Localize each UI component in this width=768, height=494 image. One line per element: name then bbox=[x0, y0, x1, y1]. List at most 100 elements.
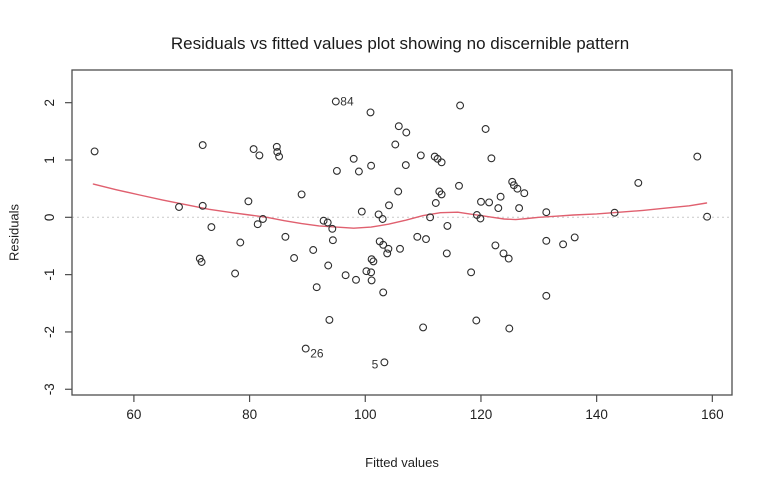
data-point bbox=[494, 204, 503, 213]
y-tick-label: 2 bbox=[42, 99, 57, 107]
data-point bbox=[391, 140, 400, 149]
data-point bbox=[542, 236, 551, 245]
data-point bbox=[253, 220, 262, 229]
y-tick-label: -3 bbox=[42, 383, 57, 395]
data-point bbox=[249, 145, 258, 154]
data-point bbox=[396, 244, 404, 253]
y-tick-label: 1 bbox=[42, 156, 57, 164]
x-axis-label: Fitted values bbox=[365, 455, 439, 470]
data-point bbox=[476, 214, 485, 223]
data-point bbox=[437, 190, 446, 199]
data-point bbox=[175, 203, 183, 211]
data-point bbox=[499, 249, 508, 258]
data-point bbox=[413, 232, 422, 241]
data-point bbox=[610, 208, 619, 217]
x-tick-label: 100 bbox=[354, 407, 377, 422]
point-label: 5 bbox=[372, 357, 379, 371]
y-tick-label: 0 bbox=[42, 214, 57, 222]
x-tick-label: 60 bbox=[126, 407, 141, 422]
data-point bbox=[513, 184, 522, 193]
data-point bbox=[273, 148, 282, 156]
data-point bbox=[703, 212, 712, 221]
data-point bbox=[207, 223, 216, 232]
data-point bbox=[481, 125, 490, 133]
data-point bbox=[312, 283, 321, 292]
data-point bbox=[634, 178, 643, 187]
data-point bbox=[258, 215, 267, 223]
data-point bbox=[323, 218, 332, 227]
data-point bbox=[367, 276, 376, 285]
data-point bbox=[325, 315, 334, 324]
data-point bbox=[385, 201, 393, 210]
data-point bbox=[379, 240, 388, 249]
data-point bbox=[197, 258, 206, 266]
data-point bbox=[379, 288, 388, 297]
data-point bbox=[383, 249, 392, 258]
data-point bbox=[472, 316, 481, 325]
data-point bbox=[275, 152, 284, 161]
data-point bbox=[352, 275, 360, 284]
data-point bbox=[542, 208, 551, 217]
data-point bbox=[384, 244, 393, 253]
data-point bbox=[520, 189, 529, 198]
y-tick-label: -1 bbox=[42, 269, 57, 281]
data-point bbox=[456, 101, 465, 110]
data-point bbox=[491, 241, 500, 250]
x-tick-label: 140 bbox=[585, 407, 608, 422]
data-point bbox=[394, 187, 403, 196]
data-point bbox=[90, 147, 99, 156]
data-point bbox=[255, 151, 264, 160]
data-point bbox=[349, 154, 358, 163]
data-point bbox=[374, 210, 383, 219]
data-point bbox=[272, 142, 281, 151]
y-tick-label: -2 bbox=[42, 326, 57, 338]
point-label: 84 bbox=[340, 95, 354, 109]
data-point bbox=[485, 198, 494, 207]
data-point bbox=[324, 261, 333, 270]
data-point bbox=[281, 232, 290, 241]
data-point bbox=[394, 122, 403, 131]
data-point bbox=[559, 240, 568, 249]
point-label: 26 bbox=[310, 347, 324, 361]
chart-title: Residuals vs fitted values plot showing … bbox=[170, 34, 630, 53]
data-point bbox=[341, 271, 350, 280]
labeled-data-point bbox=[380, 358, 389, 367]
data-point bbox=[198, 201, 207, 210]
data-point bbox=[455, 181, 463, 190]
data-point bbox=[332, 166, 341, 175]
data-point bbox=[354, 167, 363, 176]
x-tick-label: 160 bbox=[701, 407, 724, 422]
data-point bbox=[357, 207, 366, 216]
data-point bbox=[198, 141, 207, 150]
data-point bbox=[467, 268, 476, 277]
smooth-fit-line bbox=[92, 183, 708, 229]
data-point bbox=[437, 158, 446, 167]
data-point bbox=[401, 161, 410, 170]
data-point bbox=[366, 108, 375, 117]
data-point bbox=[487, 154, 496, 163]
data-point bbox=[431, 199, 440, 207]
data-point bbox=[542, 291, 551, 300]
data-point bbox=[236, 238, 245, 247]
data-point bbox=[328, 236, 337, 245]
data-point bbox=[504, 254, 513, 263]
data-point bbox=[496, 192, 505, 201]
data-point bbox=[443, 221, 452, 230]
data-point bbox=[426, 213, 435, 222]
data-point bbox=[367, 255, 376, 264]
x-tick-label: 80 bbox=[242, 407, 257, 422]
data-point bbox=[442, 249, 451, 258]
data-point bbox=[297, 190, 306, 199]
data-point bbox=[231, 269, 240, 278]
data-point bbox=[367, 268, 376, 277]
data-point bbox=[570, 233, 579, 242]
plot-box bbox=[71, 69, 733, 396]
data-point bbox=[309, 246, 318, 254]
data-point bbox=[477, 197, 485, 206]
data-point bbox=[419, 323, 428, 332]
data-point bbox=[319, 216, 328, 225]
data-point bbox=[416, 151, 425, 160]
data-point bbox=[402, 128, 411, 137]
